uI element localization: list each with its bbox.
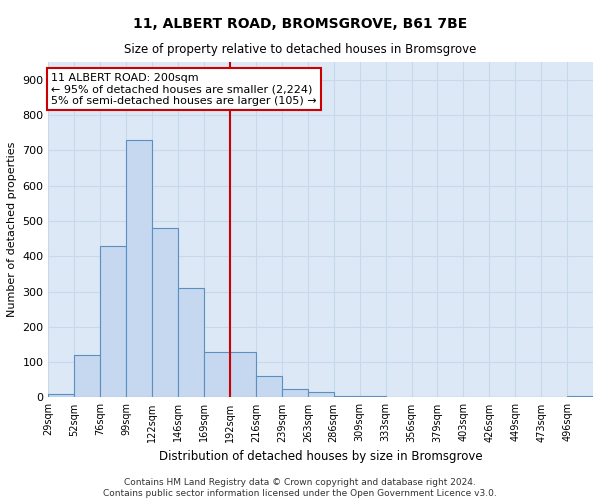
Bar (334, 396, 359, 398)
Text: Size of property relative to detached houses in Bromsgrove: Size of property relative to detached ho… (124, 42, 476, 56)
Bar (282, 388, 308, 398)
Bar (49, 394, 74, 398)
Bar (204, 352, 230, 398)
Y-axis label: Number of detached properties: Number of detached properties (7, 142, 17, 318)
Text: Contains HM Land Registry data © Crown copyright and database right 2024.
Contai: Contains HM Land Registry data © Crown c… (103, 478, 497, 498)
Text: 11, ALBERT ROAD, BROMSGROVE, B61 7BE: 11, ALBERT ROAD, BROMSGROVE, B61 7BE (133, 18, 467, 32)
Bar (567, 396, 593, 398)
Bar (178, 288, 204, 398)
Bar (256, 376, 282, 398)
Text: 11 ALBERT ROAD: 200sqm
← 95% of detached houses are smaller (2,224)
5% of semi-d: 11 ALBERT ROAD: 200sqm ← 95% of detached… (51, 72, 317, 106)
Bar (74, 355, 100, 398)
Bar (308, 392, 334, 398)
X-axis label: Distribution of detached houses by size in Bromsgrove: Distribution of detached houses by size … (159, 450, 482, 463)
Bar (230, 352, 256, 398)
Bar (100, 246, 126, 398)
Bar (152, 228, 178, 398)
Bar (126, 140, 152, 398)
Bar (359, 396, 386, 398)
